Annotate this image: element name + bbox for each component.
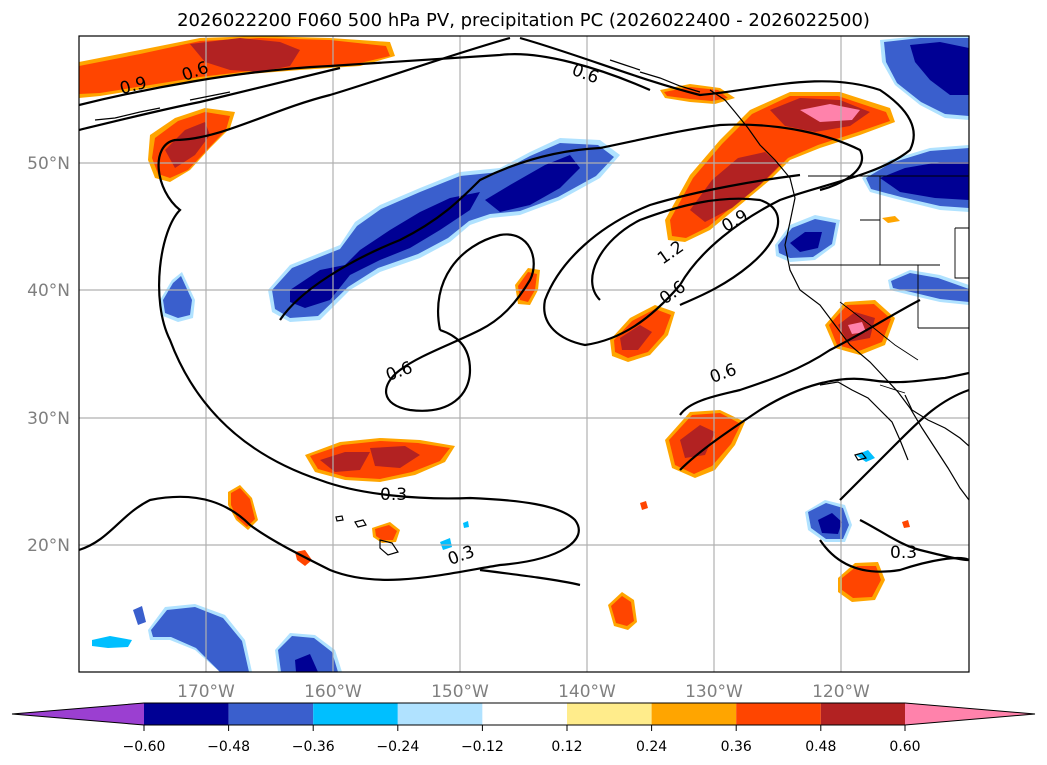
colorbar-tick-labels: −0.60 −0.48 −0.36 −0.24 −0.12 0.12 0.24 … (123, 739, 921, 755)
map-area: 0.9 0.6 0.6 1.2 0.9 0.6 0.6 0.6 0.3 0.3 … (79, 36, 969, 672)
colorbar-segment (736, 703, 821, 725)
colorbar-tick-label: −0.60 (123, 739, 166, 755)
pv-contour-label: 0.3 (890, 543, 917, 563)
colorbar-segment (482, 703, 567, 725)
colorbar-tick-label: 0.36 (721, 739, 752, 755)
lon-label-130w: 130°W (685, 682, 743, 702)
colorbar-tick-label: 0.24 (636, 739, 667, 755)
colorbar: −0.60 −0.48 −0.36 −0.24 −0.12 0.12 0.24 … (11, 702, 1036, 755)
colorbar-tick-label: 0.48 (805, 739, 836, 755)
colorbar-tick-label: −0.48 (207, 739, 250, 755)
longitude-labels: 170°W 160°W 150°W 140°W 130°W 120°W (177, 682, 870, 702)
political-borders (790, 175, 969, 394)
precip-negative-shading (92, 36, 969, 672)
lon-label-140w: 140°W (558, 682, 616, 702)
lon-label-150w: 150°W (431, 682, 489, 702)
colorbar-tick-marks (143, 725, 906, 731)
lon-label-170w: 170°W (177, 682, 235, 702)
colorbar-segment (820, 703, 906, 725)
colorbar-under-arrow (12, 703, 144, 725)
colorbar-segment (313, 703, 398, 725)
colorbar-tick-label: 0.12 (551, 739, 582, 755)
colorbar-segment (144, 703, 229, 725)
colorbar-segment (651, 703, 737, 725)
map-frame (78, 35, 970, 673)
precip-positive-shading (79, 36, 910, 630)
colorbar-segment (397, 703, 483, 725)
lon-label-160w: 160°W (304, 682, 362, 702)
lat-label-40n: 40°N (27, 281, 70, 301)
map-title: 2026022200 F060 500 hPa PV, precipitatio… (177, 10, 870, 31)
latitude-labels: 50°N 40°N 30°N 20°N (27, 154, 70, 556)
pv-contour-label: 0.3 (380, 485, 407, 505)
lon-label-120w: 120°W (812, 682, 870, 702)
colorbar-tick-label: −0.12 (461, 739, 504, 755)
lat-label-50n: 50°N (27, 154, 70, 174)
colorbar-tick-label: −0.24 (376, 739, 419, 755)
colorbar-segment (228, 703, 314, 725)
colorbar-over-arrow (905, 703, 1035, 725)
pv-contours (79, 36, 969, 587)
colorbar-tick-label: −0.36 (292, 739, 335, 755)
lat-label-20n: 20°N (27, 536, 70, 556)
lat-label-30n: 30°N (27, 409, 70, 429)
coastlines (94, 59, 969, 556)
colorbar-tick-label: 0.60 (889, 739, 920, 755)
colorbar-segment (567, 703, 652, 725)
